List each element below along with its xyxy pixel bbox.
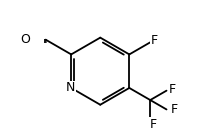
Text: F: F xyxy=(168,83,175,96)
Text: O: O xyxy=(21,33,30,46)
Text: F: F xyxy=(171,103,178,116)
Text: F: F xyxy=(151,35,158,48)
Text: F: F xyxy=(149,118,157,131)
Text: N: N xyxy=(66,82,75,95)
